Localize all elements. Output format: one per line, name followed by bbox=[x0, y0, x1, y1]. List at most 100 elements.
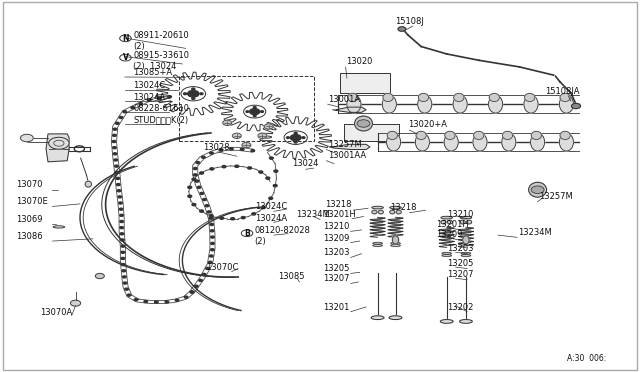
Ellipse shape bbox=[529, 182, 547, 197]
Circle shape bbox=[49, 137, 69, 149]
Circle shape bbox=[123, 111, 127, 113]
Circle shape bbox=[188, 90, 199, 97]
Circle shape bbox=[232, 133, 241, 138]
Text: 13257M: 13257M bbox=[328, 140, 362, 149]
Text: 13070: 13070 bbox=[16, 180, 42, 189]
Text: 13207: 13207 bbox=[323, 275, 349, 283]
Polygon shape bbox=[333, 107, 366, 112]
Circle shape bbox=[205, 267, 209, 269]
Text: 13201H: 13201H bbox=[323, 210, 356, 219]
Circle shape bbox=[118, 196, 122, 198]
Circle shape bbox=[188, 195, 192, 197]
Text: 13001A: 13001A bbox=[328, 95, 360, 104]
Text: 13209: 13209 bbox=[323, 234, 349, 243]
Circle shape bbox=[157, 97, 161, 99]
Ellipse shape bbox=[524, 95, 538, 113]
Ellipse shape bbox=[447, 220, 452, 224]
Text: 08120-82028: 08120-82028 bbox=[255, 226, 310, 235]
Ellipse shape bbox=[378, 210, 383, 214]
Circle shape bbox=[193, 167, 197, 170]
Circle shape bbox=[127, 294, 131, 296]
Ellipse shape bbox=[372, 243, 383, 244]
Circle shape bbox=[120, 221, 124, 222]
Text: (2): (2) bbox=[133, 42, 145, 51]
Circle shape bbox=[210, 152, 213, 154]
Circle shape bbox=[291, 135, 301, 141]
Circle shape bbox=[241, 217, 245, 219]
Ellipse shape bbox=[467, 220, 472, 224]
Ellipse shape bbox=[348, 93, 358, 102]
Circle shape bbox=[205, 205, 209, 207]
Circle shape bbox=[294, 141, 297, 143]
Circle shape bbox=[259, 171, 262, 173]
Circle shape bbox=[211, 249, 214, 251]
Ellipse shape bbox=[560, 131, 570, 140]
Ellipse shape bbox=[347, 95, 361, 113]
Ellipse shape bbox=[396, 210, 401, 214]
Circle shape bbox=[116, 183, 120, 186]
Circle shape bbox=[258, 133, 267, 138]
Circle shape bbox=[241, 148, 244, 150]
Circle shape bbox=[246, 111, 249, 112]
Ellipse shape bbox=[387, 131, 397, 140]
Text: 13202: 13202 bbox=[447, 303, 473, 312]
Circle shape bbox=[253, 115, 256, 117]
Circle shape bbox=[274, 170, 278, 172]
Circle shape bbox=[269, 157, 273, 159]
Circle shape bbox=[220, 149, 223, 151]
Circle shape bbox=[190, 291, 194, 293]
Text: 13020: 13020 bbox=[346, 57, 372, 66]
Circle shape bbox=[211, 236, 214, 238]
Circle shape bbox=[253, 106, 256, 108]
Ellipse shape bbox=[502, 133, 516, 151]
Ellipse shape bbox=[390, 210, 395, 214]
Circle shape bbox=[203, 199, 206, 201]
Ellipse shape bbox=[559, 133, 573, 151]
Circle shape bbox=[273, 185, 277, 187]
Circle shape bbox=[192, 203, 196, 206]
FancyBboxPatch shape bbox=[3, 2, 637, 370]
Ellipse shape bbox=[488, 95, 502, 113]
Ellipse shape bbox=[445, 131, 455, 140]
Circle shape bbox=[121, 257, 125, 260]
Circle shape bbox=[119, 116, 123, 119]
Circle shape bbox=[144, 301, 148, 302]
Text: 13210: 13210 bbox=[323, 222, 349, 231]
Polygon shape bbox=[330, 144, 370, 150]
Circle shape bbox=[251, 150, 255, 152]
Ellipse shape bbox=[53, 226, 65, 228]
Circle shape bbox=[193, 174, 197, 176]
Ellipse shape bbox=[444, 133, 458, 151]
Ellipse shape bbox=[372, 206, 383, 209]
Ellipse shape bbox=[390, 243, 401, 244]
Ellipse shape bbox=[390, 245, 401, 247]
Text: 13218: 13218 bbox=[390, 203, 417, 212]
Circle shape bbox=[211, 230, 214, 232]
Circle shape bbox=[294, 132, 297, 134]
Ellipse shape bbox=[441, 220, 446, 224]
Circle shape bbox=[210, 224, 213, 225]
Text: B: B bbox=[244, 229, 250, 238]
Circle shape bbox=[120, 214, 124, 217]
Circle shape bbox=[121, 251, 125, 253]
Circle shape bbox=[113, 128, 116, 130]
Circle shape bbox=[70, 300, 81, 306]
Circle shape bbox=[188, 186, 192, 188]
Circle shape bbox=[398, 27, 406, 31]
Text: N: N bbox=[122, 34, 129, 43]
Circle shape bbox=[117, 190, 121, 192]
Ellipse shape bbox=[453, 95, 467, 113]
Circle shape bbox=[175, 299, 179, 301]
Circle shape bbox=[134, 299, 138, 301]
Circle shape bbox=[200, 210, 204, 212]
Text: 13070E: 13070E bbox=[16, 198, 48, 206]
Circle shape bbox=[192, 88, 195, 90]
Ellipse shape bbox=[442, 252, 452, 254]
Circle shape bbox=[139, 103, 143, 105]
Circle shape bbox=[222, 166, 226, 168]
Circle shape bbox=[115, 171, 119, 173]
Ellipse shape bbox=[460, 320, 472, 323]
Text: 13210: 13210 bbox=[447, 210, 473, 219]
Text: 13234M: 13234M bbox=[518, 228, 552, 237]
Circle shape bbox=[131, 107, 134, 109]
